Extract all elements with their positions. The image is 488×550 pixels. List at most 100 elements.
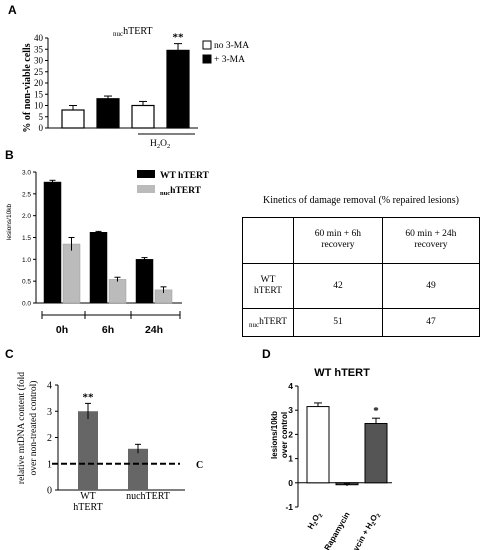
panel-c-ylabel-line1: relative mtDNA content (fold <box>16 372 27 484</box>
panel-a-legend-swatch-2 <box>202 54 212 64</box>
panel-d-bar <box>306 406 330 484</box>
panel-c-bar <box>128 448 148 490</box>
panel-a-bar <box>166 49 190 129</box>
panel-b-legend-label-2: nuchTERT <box>160 186 202 197</box>
panel-b-bar <box>108 279 127 304</box>
panel-b-y-tick-label: 3.0 <box>22 170 31 177</box>
panel-b-legend-swatch-2 <box>137 185 155 193</box>
panel-b-y-tick-label: 2.5 <box>22 191 31 198</box>
panel-a-legend-label-1: no 3-MA <box>214 41 249 51</box>
panel-d-ylabel-line2: over control <box>280 412 289 458</box>
panel-a-significance: ** <box>173 32 185 44</box>
panel-a-y-tick-label: 35 <box>34 44 44 54</box>
panel-b-legend-swatch-1 <box>137 170 155 178</box>
panel-d-ylabel-line1: lesions/10kb <box>270 411 279 459</box>
table-row: WT hTERT 42 49 <box>242 262 481 310</box>
table-row: nuchTERT 51 47 <box>242 308 481 337</box>
panel-b-y-tick-label: 0.5 <box>22 279 31 286</box>
panel-b-category-label: 0h <box>56 324 68 336</box>
panel-a-y-tick-label: 15 <box>34 89 44 99</box>
panel-b-bar <box>62 243 81 304</box>
panel-d-y-tick-label: 0 <box>288 478 293 488</box>
panel-a-y-tick-label: 25 <box>34 67 44 77</box>
panel-c-bar <box>78 411 98 490</box>
panel-d: D WT hTERT lesions/10kb over control -1 0… <box>262 347 392 550</box>
panel-a-legend-swatch-1 <box>202 40 212 50</box>
panel-a-bar <box>61 109 85 129</box>
panel-d-y-tick-label: 3 <box>288 405 293 415</box>
panel-c-y-tick-label: 0 <box>47 486 52 497</box>
panel-d-significance: * <box>373 405 379 417</box>
panel-d-category-label: Rapamycin <box>323 510 352 550</box>
panel-b-x-categories: 0h 6h 24h <box>41 311 181 336</box>
panel-a-title-main: hTERT <box>123 26 152 37</box>
panel-b-y-tick-label: 0.0 <box>22 301 31 308</box>
panel-a-title-sub: nuc <box>113 30 123 38</box>
panel-b-legend-label-1: WT hTERT <box>160 171 210 181</box>
panel-d-letter: D <box>262 347 271 361</box>
panel-d-title: WT hTERT <box>314 367 370 379</box>
panel-b-y-tick-label: 1.5 <box>22 235 31 242</box>
panel-b-bar <box>135 259 154 304</box>
panel-c-xlabel-2-line1: nuchTERT <box>126 491 170 502</box>
panel-b-letter: B <box>5 148 14 162</box>
panel-c: C relative mtDNA content (fold over non-… <box>5 347 203 513</box>
panel-d-bars <box>306 402 388 486</box>
panel-a-y-tick-label: 20 <box>34 78 44 88</box>
panel-c-xlabel-1-line2: hTERT <box>73 502 102 513</box>
table-cell: 51 <box>293 308 383 337</box>
panel-a-ylabel: % of non-viable cells <box>22 43 33 132</box>
panel-d-y-tick-label: 1 <box>288 454 293 464</box>
panel-c-y-axis: 0 1 2 3 4 <box>47 381 185 497</box>
panel-c-y-tick-label: 3 <box>47 407 52 418</box>
panel-c-ylabel-line2: over non-treated control) <box>28 381 39 476</box>
panel-a: A nuchTERT % of non-viable cells 0510152… <box>8 3 249 150</box>
panel-a-y-tick-label: 30 <box>34 56 44 66</box>
table-header-cell: 60 min + 6h recovery <box>293 217 383 264</box>
panel-a-title: nuchTERT <box>113 26 153 38</box>
panel-d-y-tick-label: 4 <box>288 381 293 391</box>
panel-a-bars <box>61 43 190 129</box>
panel-c-letter: C <box>5 347 14 361</box>
panel-a-bar <box>131 104 155 129</box>
panel-b-ylabel: lesions/10kb <box>6 204 13 241</box>
panel-d-category-label: H2O2 <box>306 511 325 532</box>
table-cell: 42 <box>293 262 383 310</box>
panel-d-bar <box>364 423 388 484</box>
panel-d-y-tick-label: 2 <box>288 429 293 439</box>
panel-a-legend-label-2: + 3-MA <box>214 55 245 65</box>
kinetics-table: 60 min + 6h recovery 60 min + 24h recovery… <box>242 217 481 337</box>
panel-b-category-label: 24h <box>145 324 163 336</box>
panel-a-y-tick-label: 5 <box>39 112 44 122</box>
panel-c-bars <box>78 402 148 490</box>
panel-a-y-tick-label: 10 <box>34 101 44 111</box>
panel-d-y-tick-label: -1 <box>285 502 293 512</box>
panel-c-y-tick-label: 4 <box>47 381 52 392</box>
table-header-cell: 60 min + 24h recovery <box>381 217 481 264</box>
panel-b-category-label: 6h <box>102 324 114 336</box>
panel-a-y-tick-label: 0 <box>39 123 44 133</box>
panel-a-letter: A <box>8 3 17 17</box>
panel-b-y-tick-label: 2.0 <box>22 213 31 220</box>
panel-b: B lesions/10kb 0.0 0.5 1.0 1.5 2.0 2.5 3.0 0h 6… <box>5 148 210 336</box>
panel-c-y-tick-label: 1 <box>47 459 52 470</box>
panel-b-bar <box>43 181 62 304</box>
table-cell: 49 <box>381 262 481 310</box>
panel-b-bars <box>43 179 173 304</box>
table-corner-cell <box>242 217 294 264</box>
panel-b-bar <box>89 232 108 304</box>
panel-c-significance: ** <box>83 391 95 403</box>
panel-c-xlabel-1-line1: WT <box>80 491 96 502</box>
panel-b-y-tick-label: 1.0 <box>22 257 31 264</box>
panel-a-group-label: H2O2 <box>150 139 170 150</box>
table-header-row: 60 min + 6h recovery 60 min + 24h recovery <box>242 217 481 264</box>
table-row-label: WT hTERT <box>242 262 294 310</box>
table-cell: 47 <box>381 308 481 337</box>
panel-c-y-tick-label: 2 <box>47 433 52 444</box>
kinetics-table-title: Kinetics of damage removal (% repaired l… <box>262 195 460 206</box>
table-row-label: nuchTERT <box>242 308 294 337</box>
panel-a-bar <box>96 98 120 129</box>
panel-a-y-tick-label: 40 <box>34 33 44 43</box>
